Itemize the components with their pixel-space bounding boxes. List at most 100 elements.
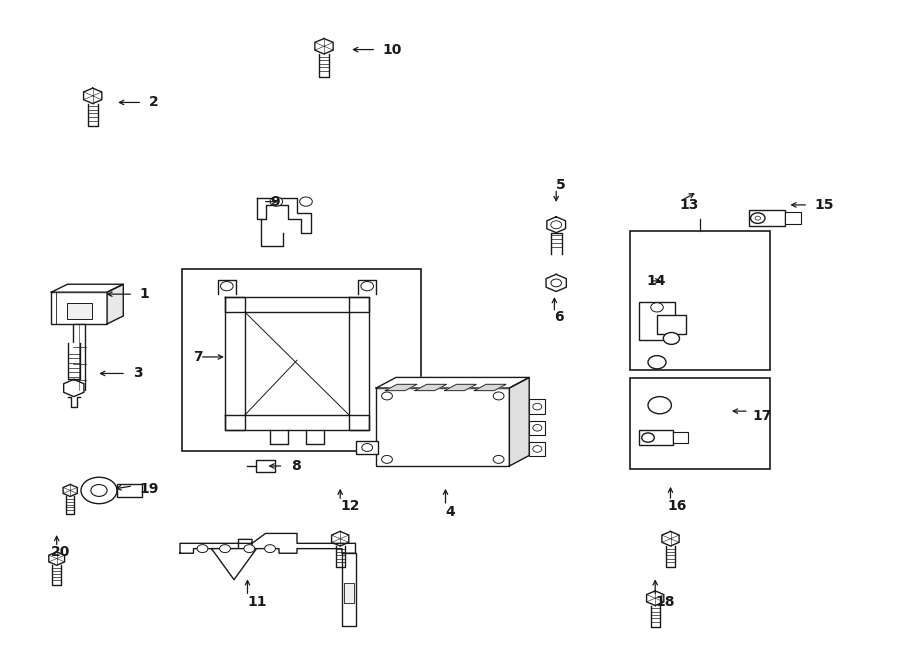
Bar (51, 292, 107, 324)
Circle shape (533, 424, 542, 431)
Circle shape (220, 545, 230, 553)
Text: 7: 7 (194, 350, 203, 364)
Circle shape (493, 392, 504, 400)
Circle shape (648, 397, 671, 414)
Polygon shape (415, 384, 446, 391)
Bar (344, 583, 354, 603)
Text: 10: 10 (382, 42, 402, 57)
Bar (630, 378, 770, 469)
Text: 12: 12 (340, 498, 360, 513)
Polygon shape (474, 384, 506, 391)
Circle shape (265, 545, 275, 553)
Polygon shape (84, 88, 102, 104)
Bar (529, 399, 545, 414)
Text: 3: 3 (133, 366, 143, 381)
Circle shape (244, 545, 255, 553)
Polygon shape (320, 54, 328, 77)
Polygon shape (225, 297, 245, 430)
Polygon shape (336, 546, 345, 567)
Text: 6: 6 (554, 310, 564, 325)
Polygon shape (509, 377, 529, 466)
Polygon shape (64, 379, 84, 397)
Polygon shape (225, 415, 369, 430)
Circle shape (533, 403, 542, 410)
Polygon shape (270, 430, 288, 444)
Text: 5: 5 (556, 178, 566, 192)
Bar (630, 231, 770, 370)
Circle shape (533, 446, 542, 452)
Polygon shape (385, 384, 417, 391)
Bar (256, 460, 275, 472)
Text: 16: 16 (668, 498, 688, 513)
Circle shape (663, 332, 680, 344)
Polygon shape (666, 546, 675, 567)
Polygon shape (376, 377, 529, 388)
Polygon shape (651, 605, 660, 627)
Bar (639, 430, 673, 445)
Circle shape (755, 216, 760, 220)
Circle shape (648, 356, 666, 369)
Polygon shape (306, 430, 324, 444)
Bar (673, 432, 688, 443)
Circle shape (651, 303, 663, 312)
Polygon shape (315, 38, 333, 54)
Polygon shape (551, 233, 562, 254)
Polygon shape (218, 280, 236, 294)
Polygon shape (49, 552, 65, 565)
Polygon shape (212, 549, 256, 580)
Bar (529, 420, 545, 435)
Circle shape (362, 444, 373, 451)
Polygon shape (107, 284, 123, 324)
Circle shape (300, 197, 312, 206)
Circle shape (551, 279, 562, 287)
Text: 17: 17 (752, 409, 772, 424)
Polygon shape (445, 384, 476, 391)
Circle shape (551, 221, 562, 229)
Circle shape (642, 433, 654, 442)
Circle shape (81, 477, 117, 504)
Polygon shape (646, 591, 664, 605)
Bar (117, 484, 142, 497)
Polygon shape (52, 565, 61, 585)
Circle shape (197, 545, 208, 553)
Polygon shape (88, 104, 97, 126)
Polygon shape (662, 531, 680, 546)
Circle shape (382, 455, 392, 463)
Circle shape (361, 282, 374, 291)
Circle shape (493, 455, 504, 463)
Bar (182, 270, 421, 451)
Bar (67, 303, 92, 319)
Polygon shape (358, 280, 376, 294)
Bar (73, 324, 86, 390)
Text: 1: 1 (140, 287, 149, 301)
Polygon shape (547, 217, 565, 233)
Bar (529, 442, 545, 456)
Text: 8: 8 (291, 459, 301, 473)
Text: 18: 18 (655, 594, 675, 609)
Text: 2: 2 (148, 95, 158, 110)
Text: 9: 9 (270, 194, 280, 209)
Text: 19: 19 (140, 482, 159, 496)
Bar (376, 388, 509, 466)
Polygon shape (225, 297, 369, 312)
Polygon shape (63, 485, 77, 496)
Text: 20: 20 (51, 545, 71, 559)
Polygon shape (256, 198, 310, 233)
Bar (785, 212, 801, 224)
Polygon shape (67, 496, 74, 514)
Polygon shape (331, 531, 349, 546)
Polygon shape (51, 284, 123, 292)
Circle shape (382, 392, 392, 400)
Polygon shape (349, 297, 369, 430)
Polygon shape (180, 533, 356, 553)
Polygon shape (68, 397, 80, 407)
Polygon shape (342, 553, 356, 626)
Text: 13: 13 (680, 198, 699, 212)
Bar (657, 315, 686, 334)
Text: 11: 11 (248, 594, 267, 609)
Text: 14: 14 (646, 274, 666, 288)
Polygon shape (546, 274, 566, 292)
Bar (639, 302, 675, 340)
Bar (749, 210, 785, 226)
Circle shape (91, 485, 107, 496)
